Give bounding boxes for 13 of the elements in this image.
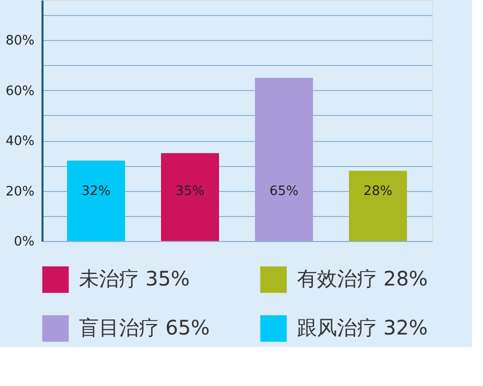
- legend-label: 有效治疗 28%: [297, 266, 428, 291]
- legend-label: 盲目治疗 65%: [79, 316, 210, 340]
- y-tick-label: 60%: [6, 84, 34, 99]
- data-label: 32%: [82, 184, 110, 199]
- data-label: 65%: [270, 184, 298, 199]
- y-tick-label: 80%: [6, 34, 34, 49]
- y-tick-label: 0%: [14, 234, 34, 250]
- y-tick-label: 20%: [6, 184, 34, 200]
- legend-label: 未治疗 35%: [79, 266, 190, 291]
- data-label: 35%: [176, 184, 204, 199]
- y-tick-label: 40%: [6, 134, 34, 150]
- data-label: 28%: [364, 184, 392, 199]
- legend-label: 跟风治疗 32%: [297, 316, 428, 340]
